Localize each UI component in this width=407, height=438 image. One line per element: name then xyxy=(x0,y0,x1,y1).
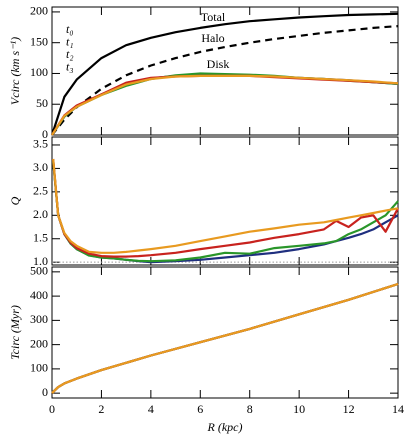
y-tick-label: 50 xyxy=(36,96,48,110)
data-line xyxy=(51,72,399,136)
x-tick-label: 8 xyxy=(247,402,253,416)
y-tick-label: 150 xyxy=(30,34,48,48)
x-tick-label: 14 xyxy=(392,402,404,416)
y-tick-label: 2.5 xyxy=(33,184,48,198)
y-axis-label: Q xyxy=(8,196,22,205)
legend-entry: t₀ xyxy=(66,22,74,36)
x-tick-label: 4 xyxy=(148,402,154,416)
data-line xyxy=(51,74,399,136)
y-tick-label: 500 xyxy=(30,264,48,278)
legend-entry: t₂ xyxy=(66,47,74,61)
y-tick-label: 0 xyxy=(42,385,48,399)
plot-frame xyxy=(51,6,399,136)
x-axis-label: R (kpc) xyxy=(207,420,243,434)
data-line xyxy=(50,12,399,136)
y-tick-label: 200 xyxy=(30,4,48,18)
line-label: Total xyxy=(201,10,226,24)
y-tick-label: 3.0 xyxy=(33,160,48,174)
data-line xyxy=(51,25,399,136)
y-tick-label: 300 xyxy=(30,312,48,326)
annotation: Disk xyxy=(207,57,230,71)
legend-entry: t₁ xyxy=(66,34,74,48)
y-tick-label: 1.5 xyxy=(33,230,48,244)
y-tick-label: 100 xyxy=(30,65,48,79)
x-tick-label: 6 xyxy=(197,402,203,416)
data-line xyxy=(52,158,399,254)
y-axis-label: Vcirc (km s⁻¹) xyxy=(8,37,22,105)
y-tick-label: 400 xyxy=(30,288,48,302)
plot-frame xyxy=(51,136,399,266)
y-tick-label: 3.5 xyxy=(33,137,48,151)
data-line xyxy=(51,74,399,136)
legend-entry: t₃ xyxy=(66,59,74,73)
y-axis-label: Tcirc (Myr) xyxy=(8,305,22,360)
y-tick-label: 2.0 xyxy=(33,207,48,221)
data-line xyxy=(51,282,399,394)
y-tick-label: 1.0 xyxy=(33,254,48,268)
y-tick-label: 0 xyxy=(42,127,48,141)
data-line xyxy=(52,161,399,264)
plot-frame xyxy=(51,266,399,399)
x-tick-label: 0 xyxy=(49,402,55,416)
x-tick-label: 2 xyxy=(98,402,104,416)
y-tick-label: 200 xyxy=(30,336,48,350)
x-tick-label: 10 xyxy=(293,402,305,416)
y-tick-label: 100 xyxy=(30,361,48,375)
data-line xyxy=(52,158,399,258)
line-label: Halo xyxy=(201,31,224,45)
data-line xyxy=(51,74,399,136)
x-tick-label: 12 xyxy=(343,402,355,416)
